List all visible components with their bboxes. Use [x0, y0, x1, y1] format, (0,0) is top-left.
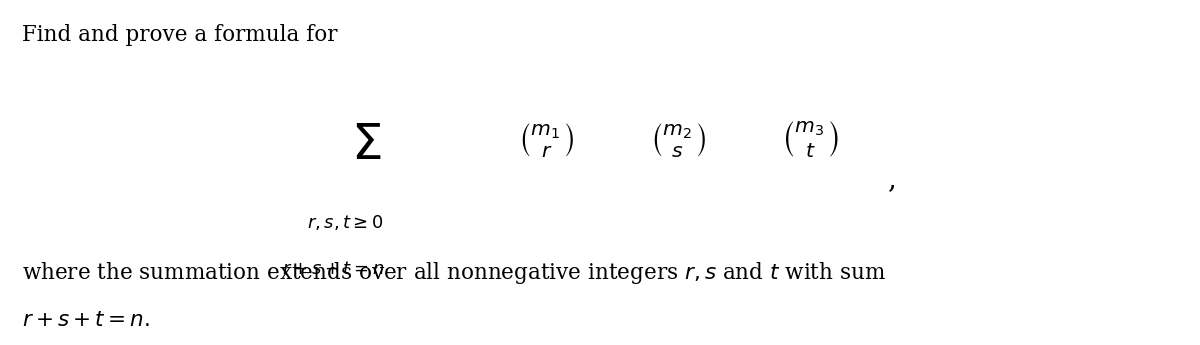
Text: Find and prove a formula for: Find and prove a formula for: [22, 24, 337, 46]
Text: $r, s, t \geq 0$: $r, s, t \geq 0$: [307, 213, 384, 232]
Text: $\binom{m_3}{t}$: $\binom{m_3}{t}$: [781, 120, 839, 160]
Text: $\binom{m_1}{r}$: $\binom{m_1}{r}$: [517, 121, 575, 159]
Text: $r + s + t = n.$: $r + s + t = n.$: [22, 309, 149, 331]
Text: $\Sigma$: $\Sigma$: [350, 120, 382, 170]
Text: $r + s + t = n$: $r + s + t = n$: [282, 260, 385, 278]
Text: ,: ,: [888, 166, 896, 193]
Text: where the summation extends over all nonnegative integers $r, s$ and $t$ with su: where the summation extends over all non…: [22, 260, 886, 286]
Text: $\binom{m_2}{s}$: $\binom{m_2}{s}$: [649, 121, 707, 159]
